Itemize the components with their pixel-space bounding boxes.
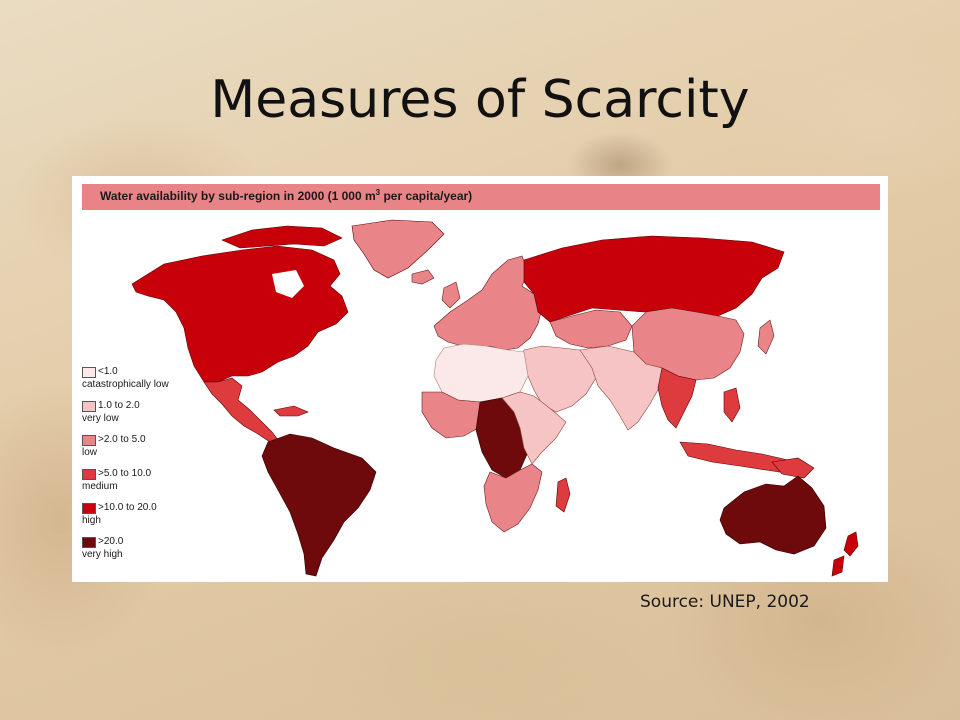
legend-item: 1.0 to 2.0 very low	[82, 400, 202, 434]
legend-label: high	[82, 515, 101, 526]
region-north-africa	[433, 343, 529, 403]
region-iceland	[411, 269, 435, 285]
legend-item: <1.0 catastrophically low	[82, 366, 202, 400]
legend-item: >20.0 very high	[82, 536, 202, 570]
legend-range: >20.0	[98, 536, 124, 547]
legend-label: very low	[82, 413, 119, 424]
world-map	[131, 219, 859, 577]
background-person	[545, 120, 695, 180]
map-header-suffix: per capita/year)	[380, 189, 473, 203]
legend: <1.0 catastrophically low 1.0 to 2.0 very l…	[82, 366, 202, 570]
legend-label: very high	[82, 549, 123, 560]
legend-range: 1.0 to 2.0	[98, 400, 140, 411]
legend-item: >10.0 to 20.0 high	[82, 502, 202, 536]
region-south-america	[261, 433, 377, 577]
region-philippines	[723, 387, 741, 423]
region-japan	[757, 319, 775, 355]
legend-range: >5.0 to 10.0	[98, 468, 152, 479]
region-uk	[441, 281, 461, 309]
legend-range: <1.0	[98, 366, 118, 377]
legend-swatch	[82, 503, 96, 514]
map-header-text: Water availability by sub-region in 2000…	[100, 188, 472, 203]
legend-swatch	[82, 435, 96, 446]
legend-swatch	[82, 469, 96, 480]
legend-item: >5.0 to 10.0 medium	[82, 468, 202, 502]
region-caribbean	[273, 405, 309, 417]
legend-swatch	[82, 401, 96, 412]
legend-swatch	[82, 367, 96, 378]
legend-range: >2.0 to 5.0	[98, 434, 146, 445]
legend-label: medium	[82, 481, 118, 492]
source-caption: Source: UNEP, 2002	[640, 592, 810, 612]
map-header-prefix: Water availability by sub-region in 2000…	[100, 189, 376, 203]
region-russia	[523, 235, 785, 323]
region-central-america	[203, 377, 279, 443]
region-greenland	[351, 219, 445, 279]
legend-swatch	[82, 537, 96, 548]
region-southeast-asia	[657, 367, 697, 429]
region-central-asia	[549, 309, 633, 349]
legend-label: catastrophically low	[82, 379, 169, 390]
legend-range: >10.0 to 20.0	[98, 502, 157, 513]
region-north-america	[131, 245, 349, 383]
region-east-africa	[501, 391, 567, 465]
legend-label: low	[82, 447, 98, 458]
map-panel: Water availability by sub-region in 2000…	[72, 176, 888, 582]
region-madagascar	[555, 477, 571, 513]
map-header-sup: 3	[375, 188, 381, 197]
region-new-zealand	[831, 531, 859, 577]
legend-item: >2.0 to 5.0 low	[82, 434, 202, 468]
region-middle-east	[521, 345, 597, 413]
region-australia	[719, 475, 827, 555]
slide-title: Measures of Scarcity	[210, 70, 750, 130]
hudson-bay	[272, 270, 304, 298]
region-south-asia	[579, 345, 663, 431]
region-arctic-islands	[221, 225, 343, 249]
region-new-guinea	[771, 457, 815, 479]
region-southern-africa	[483, 463, 543, 533]
map-header: Water availability by sub-region in 2000…	[82, 184, 880, 210]
